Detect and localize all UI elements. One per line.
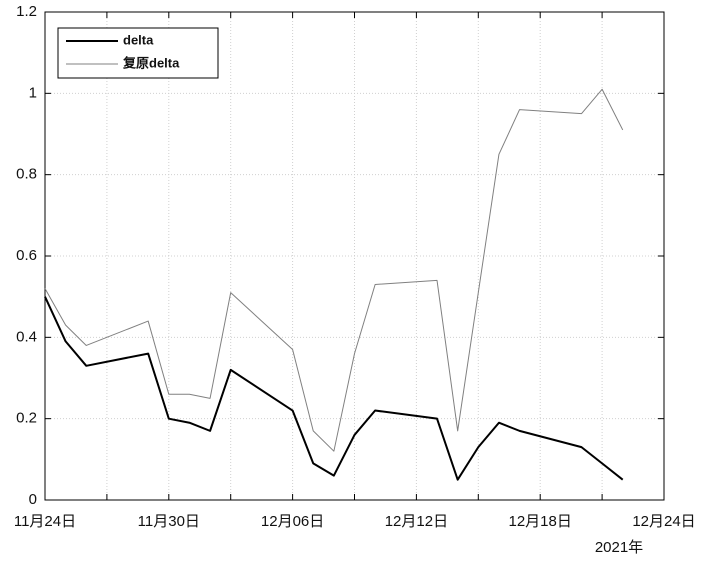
data-line bbox=[44, 296, 624, 481]
x-tick-label: 12月24日 bbox=[632, 513, 695, 530]
legend-label: delta bbox=[123, 32, 154, 47]
y-tick-label: 0.2 bbox=[16, 410, 37, 427]
x-secondary-label: 2021年 bbox=[595, 539, 643, 556]
legend-box bbox=[57, 27, 219, 79]
x-tick-label: 11月24日 bbox=[14, 513, 76, 530]
y-tick-label: 0.4 bbox=[16, 328, 37, 345]
y-tick-label: 1 bbox=[29, 84, 37, 101]
data-line bbox=[44, 88, 624, 452]
x-tick-label: 12月06日 bbox=[261, 513, 324, 530]
x-tick-label: 11月30日 bbox=[138, 513, 200, 530]
x-tick-label: 12月12日 bbox=[385, 513, 448, 530]
legend-label: 复原delta bbox=[122, 55, 180, 70]
y-tick-label: 0.8 bbox=[16, 166, 37, 183]
plot-frame bbox=[44, 11, 665, 501]
y-tick-label: 1.2 bbox=[16, 3, 37, 20]
y-tick-label: 0 bbox=[29, 491, 37, 508]
x-tick-label: 12月18日 bbox=[509, 513, 572, 530]
y-tick-label: 0.6 bbox=[16, 247, 37, 264]
